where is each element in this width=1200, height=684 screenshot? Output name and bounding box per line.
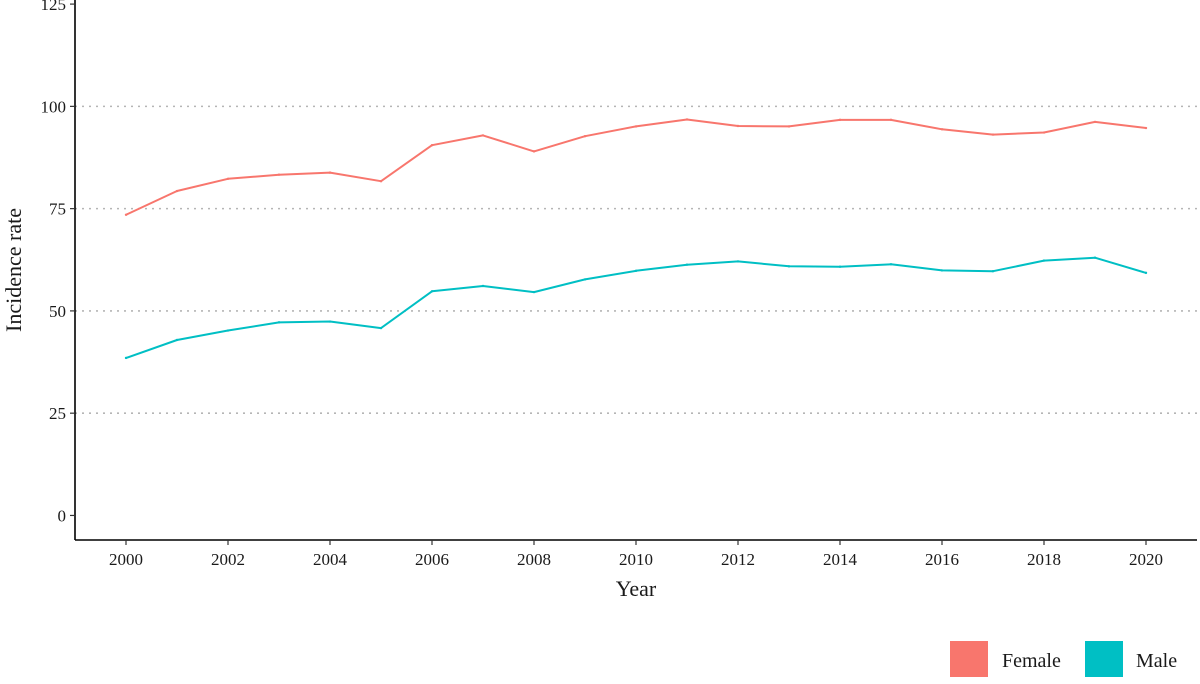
legend-key-female <box>950 641 988 677</box>
y-axis-title: Incidence rate <box>1 208 26 332</box>
grid-layer <box>75 105 1197 414</box>
x-tick-label: 2012 <box>721 550 755 569</box>
data-point-male <box>1144 271 1148 275</box>
data-point-female <box>175 189 179 193</box>
data-point-male <box>634 269 638 273</box>
data-point-female <box>787 125 791 128</box>
y-tick-label: 75 <box>49 200 66 219</box>
data-point-female <box>481 134 485 137</box>
data-point-female <box>124 213 128 216</box>
x-tick-label: 2014 <box>823 550 858 569</box>
data-point-female <box>277 173 281 176</box>
x-tick-label: 2016 <box>925 550 959 569</box>
data-point-male <box>685 263 689 266</box>
data-point-male <box>838 265 842 268</box>
data-point-male <box>736 260 740 263</box>
data-point-female <box>889 118 893 122</box>
legend-label-male: Male <box>1136 650 1177 672</box>
legend-label-female: Female <box>1002 650 1061 672</box>
data-point-male <box>940 269 944 272</box>
data-point-male <box>889 263 893 266</box>
data-point-female <box>226 177 230 180</box>
data-point-female <box>634 125 638 128</box>
x-tick-label: 2020 <box>1129 550 1163 569</box>
data-point-male <box>328 320 332 323</box>
x-tick-label: 2008 <box>517 550 551 569</box>
axes-layer: 0 25 50 75 100 125 2000 2002 2004 2006 2008 2010 201… <box>41 0 1197 569</box>
x-tick-label: 2006 <box>415 550 449 569</box>
data-point-male <box>1093 256 1097 259</box>
y-tick-label: 0 <box>58 506 67 525</box>
data-point-male <box>124 356 128 360</box>
data-point-female <box>991 133 995 136</box>
data-point-female <box>328 171 332 174</box>
data-point-male <box>583 278 587 281</box>
data-point-male <box>379 326 383 330</box>
data-point-male <box>532 290 536 294</box>
legend-key-male <box>1085 641 1123 677</box>
x-axis-title: Year <box>616 576 657 601</box>
y-tick-label: 125 <box>41 0 67 14</box>
y-tick-label: 100 <box>41 97 67 116</box>
series-line-male <box>125 256 1147 359</box>
data-point-male <box>481 284 485 288</box>
data-point-female <box>685 118 689 121</box>
data-point-female <box>583 135 587 138</box>
data-point-female <box>379 180 383 183</box>
data-point-male <box>277 321 281 324</box>
data-point-male <box>991 270 995 273</box>
data-point-male <box>1042 259 1046 262</box>
data-point-male <box>226 329 230 332</box>
data-point-female <box>1042 131 1046 134</box>
y-tick-label: 50 <box>49 302 66 321</box>
y-tick-label: 25 <box>49 404 66 423</box>
x-tick-label: 2010 <box>619 550 653 569</box>
data-point-male <box>430 290 434 293</box>
data-point-female <box>736 124 740 128</box>
data-point-female <box>1093 120 1097 124</box>
series-layer <box>124 118 1148 360</box>
x-tick-label: 2018 <box>1027 550 1061 569</box>
legend: Female Male <box>950 641 1177 677</box>
data-point-female <box>838 118 842 122</box>
x-tick-label: 2004 <box>313 550 348 569</box>
data-point-female <box>532 150 536 153</box>
data-point-female <box>1144 126 1148 130</box>
data-point-female <box>430 144 434 147</box>
data-point-female <box>940 128 944 131</box>
x-tick-label: 2002 <box>211 550 245 569</box>
data-point-male <box>787 265 791 268</box>
x-tick-label: 2000 <box>109 550 143 569</box>
data-point-male <box>175 338 179 342</box>
